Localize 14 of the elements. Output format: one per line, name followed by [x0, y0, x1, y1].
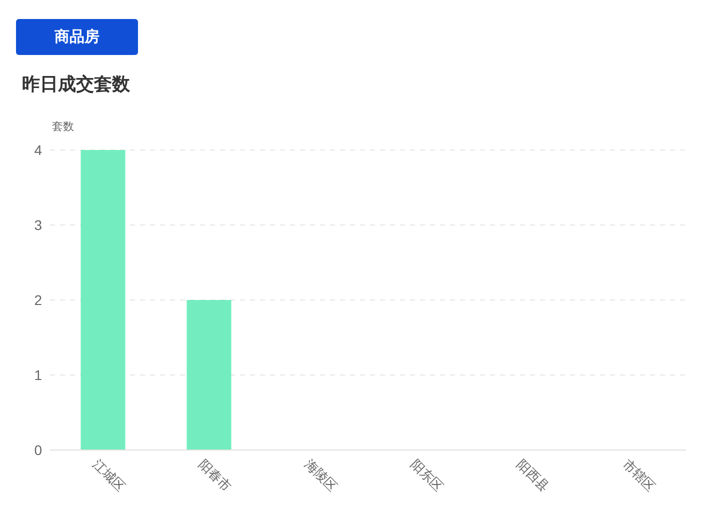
- y-axis-title: 套数: [52, 121, 74, 133]
- x-tick-label: 江城区: [90, 456, 128, 494]
- x-tick-label: 市辖区: [620, 456, 658, 494]
- x-tick-label: 阳春市: [196, 456, 234, 494]
- button: 商品房: [16, 19, 138, 55]
- x-tick-label: 阳东区: [408, 456, 446, 494]
- x-tick-label: 阳西县: [514, 456, 552, 494]
- x-tick-label: 海陵区: [302, 456, 340, 494]
- y-tick-label: 2: [34, 292, 42, 308]
- y-tick-label: 4: [34, 142, 42, 158]
- y-tick-label: 3: [34, 217, 42, 233]
- y-tick-label: 1: [34, 367, 42, 383]
- y-tick-label: 0: [34, 442, 42, 458]
- chart-title: 昨日成交套数: [22, 74, 131, 94]
